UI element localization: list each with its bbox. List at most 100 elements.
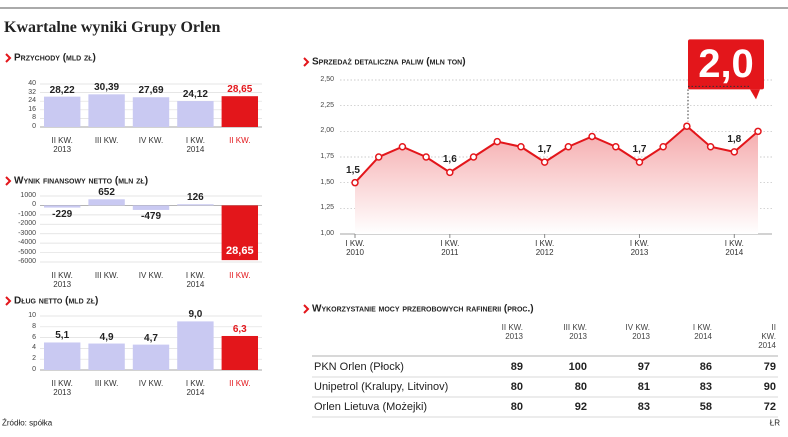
value-label: 1,7 [632,144,647,156]
y-tick-label: 24 [28,97,36,105]
bar [177,101,214,127]
heading-marker [5,53,12,63]
cell: 86 [699,360,712,373]
x-tick-label: II KW. [229,379,251,388]
title: Kwartalne wyniki Grupy Orlen [4,19,221,37]
point [517,142,525,151]
value-label: 652 [98,187,115,199]
cell: 90 [763,380,776,393]
chart-title: Przychody (mld zł) [14,52,96,64]
y-tick-label: 1,75 [320,153,334,161]
bar [177,204,214,206]
x-tick-label: IV KW. [138,271,164,280]
cell: 100 [568,360,587,373]
y-tick-label: 6 [32,333,36,341]
value-label: 4,7 [144,332,158,344]
cell: 79 [763,360,776,373]
value-label: 4,9 [99,331,114,343]
column-header: III KW. 2013 [563,323,587,341]
cell: 97 [637,360,650,373]
bar [88,343,125,370]
value-label: 24,12 [182,89,208,101]
heading-marker [303,304,310,314]
value-label: 5,1 [55,330,70,342]
y-tick-label: -2000 [18,220,36,228]
y-tick-label: -6000 [18,258,36,266]
column-header: II KW. 2014 [758,323,776,350]
row-label: Unipetrol (Kralupy, Litvinov) [314,380,449,393]
x-tick-label: I KW. 2010 [345,239,365,257]
x-tick-label: I KW. 2014 [185,136,205,154]
area [355,126,758,234]
y-tick-label: -5000 [18,248,36,256]
y-tick-label: 8 [32,114,36,122]
x-tick-label: IV KW. [138,379,164,388]
value-label: 1,8 [727,133,742,145]
cell: 92 [574,400,587,413]
point [635,158,644,166]
y-tick-label: 2,00 [320,127,334,135]
x-tick-label: I KW. 2013 [629,239,650,257]
point [398,142,407,151]
point [683,122,691,130]
y-tick-label: -4000 [18,239,36,247]
x-tick-label: I KW. 2011 [440,239,460,257]
x-tick-label: I KW. 2014 [185,271,205,289]
value-label: 1,6 [442,154,457,166]
x-tick-label: III KW. [94,271,119,280]
x-tick-label: III KW. [94,136,119,145]
cell: 80 [574,380,587,393]
y-tick-label: 2 [32,355,36,363]
point [446,168,454,177]
value-label: -479 [140,210,162,222]
callout [688,39,764,90]
y-tick-label: -1000 [18,211,36,218]
row-label: PKN Orlen (Płock) [314,360,404,373]
value-label: 9,0 [188,309,203,321]
value-label: 27,69 [138,85,164,97]
bar [88,94,125,127]
value-label: 6,3 [232,323,247,335]
y-tick-label: 0 [32,201,36,209]
row-label: Orlen Lietuva (Możejki) [314,400,428,413]
point [493,137,501,146]
x-tick-label: II KW. [229,136,251,145]
bar [221,205,259,261]
line [354,124,759,184]
column-header: I KW. 2014 [692,323,712,341]
x-tick-label: II KW. [229,271,251,280]
point [374,153,383,161]
y-tick-label: 2,50 [320,76,334,84]
column-header: IV KW. 2013 [625,323,650,341]
y-tick-label: 1,25 [320,204,334,212]
x-tick-label: II KW. 2013 [51,271,73,289]
y-tick-label: 10 [28,312,36,320]
value-callout: 2,0 [698,42,754,87]
point [422,153,430,161]
point [706,142,715,151]
cell: 83 [637,400,650,413]
value-label: 28,65 [227,84,253,96]
value-label: 126 [187,192,204,204]
chart-title: Sprzedaż detaliczna paliw (mln ton) [312,56,466,68]
cell: 58 [699,400,712,413]
y-tick-label: 4 [32,344,36,352]
y-tick-label: 8 [32,322,36,330]
y-tick-label: 1000 [20,192,36,200]
annotation: 28,65 [226,245,254,258]
cell: 72 [763,400,776,413]
point [351,178,359,187]
point [612,142,620,151]
source: Źródło: spółka [2,418,53,428]
cell: 81 [637,380,650,393]
value-label: 28,22 [49,84,75,96]
bar [221,96,259,127]
point [730,148,739,156]
column-header: II KW. 2013 [501,323,523,341]
chart-title: Wynik finansowy netto (mln zł) [14,175,149,187]
point [588,132,596,141]
value-label: 1,5 [346,164,360,176]
y-tick-label: 2,25 [320,101,334,109]
